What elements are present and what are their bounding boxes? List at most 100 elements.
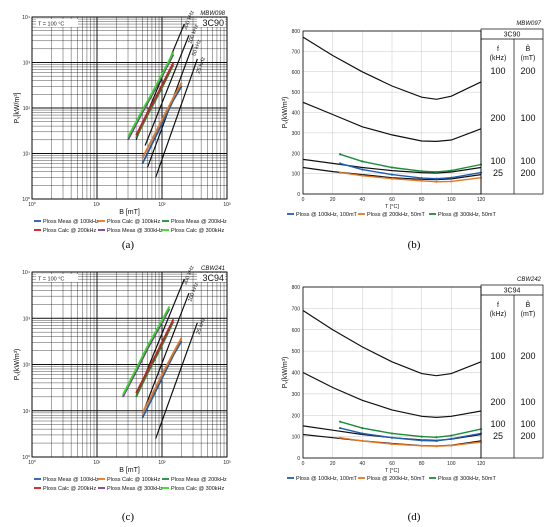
series-point — [420, 435, 423, 438]
x-tick-label: 10² — [158, 460, 166, 466]
legend-label: Ploss Calc @ 100kHz — [107, 219, 161, 225]
table-header-b: B̂ — [526, 301, 531, 309]
series-line — [135, 318, 175, 394]
y-tick-label: 100 — [292, 172, 301, 178]
x-tick-label: 10³ — [223, 460, 231, 466]
series-point — [450, 180, 453, 183]
series-point — [450, 434, 453, 437]
series-point — [338, 436, 342, 439]
x-tick-label: 100 — [447, 197, 456, 203]
legend-label: Ploss Calc @ 100kHz — [107, 477, 161, 483]
series-point — [435, 436, 438, 439]
series-line — [141, 337, 183, 414]
series-point — [435, 177, 438, 180]
y-axis-label: Pᵥ(kW/m³) — [282, 97, 289, 129]
x-tick-label: 10³ — [223, 202, 231, 208]
panel-code: MBW098 — [200, 11, 225, 17]
caption-b: (b) — [408, 239, 421, 251]
y-tick-label: 100 — [292, 435, 301, 441]
legend-label: Ploss @ 200kHz, 50mT — [367, 476, 425, 482]
series-point — [338, 420, 342, 423]
legend-label: Ploss Calc @ 300kHz — [171, 486, 225, 492]
table-cell-b: 200 — [520, 168, 535, 178]
table-cell-b: 100 — [520, 156, 535, 166]
temperature-label-bg — [36, 274, 78, 282]
series-point — [420, 177, 423, 180]
legend-label: Ploss Meas @ 100kHz — [43, 219, 99, 225]
x-tick-label: 120 — [477, 197, 486, 203]
table-cell-f: 200 — [490, 397, 505, 407]
series-point — [361, 426, 364, 430]
x-tick-label: 40 — [360, 197, 366, 203]
series-point — [435, 439, 438, 442]
series-point — [361, 168, 364, 171]
reference-curve — [302, 371, 482, 419]
reference-line-label: 25 kHz — [196, 56, 207, 74]
series-point — [361, 160, 364, 163]
y-tick-label: 10⁰ — [22, 455, 30, 461]
reference-line-label: 100 kHz — [187, 282, 200, 303]
series-point — [420, 170, 423, 173]
y-tick-label: 10⁴ — [22, 270, 30, 276]
series-point — [361, 432, 364, 435]
x-axis-label: B [mT] — [119, 467, 140, 474]
x-tick-label: 10² — [158, 202, 166, 208]
temperature-label-bg — [36, 19, 78, 27]
series-line — [141, 85, 183, 164]
table-cell-f: 200 — [490, 113, 505, 123]
y-tick-label: 0 — [297, 456, 300, 462]
grid — [31, 16, 228, 200]
table-header-f: f — [497, 46, 499, 53]
y-tick-label: 400 — [292, 371, 301, 377]
table-cell-b: 200 — [520, 66, 535, 76]
legend-label: Ploss @ 100kHz, 100mT — [296, 476, 358, 482]
y-tick-label: 10⁰ — [22, 197, 30, 203]
series-point — [361, 174, 364, 177]
caption-c: (c) — [122, 511, 135, 523]
y-tick-label: 500 — [292, 349, 301, 355]
table-header-f-unit: (kHz) — [490, 55, 507, 62]
series-point — [420, 179, 423, 182]
x-tick-label: 40 — [360, 461, 366, 467]
table-header-b: B̂ — [526, 45, 531, 53]
legend-label: Ploss Meas @ 100kHz — [43, 477, 99, 483]
material-label-bg — [197, 18, 225, 27]
x-axis-label: B [mT] — [119, 209, 140, 216]
series-point — [338, 171, 342, 174]
x-tick-label: 0 — [302, 197, 305, 203]
y-tick-label: 500 — [292, 90, 301, 96]
x-tick-label: 80 — [419, 197, 425, 203]
reference-line — [144, 34, 190, 146]
series-line — [141, 82, 183, 159]
caption-d: (d) — [408, 511, 421, 523]
legend-label: Ploss Calc @ 200kHz — [43, 228, 97, 234]
legend-label: Ploss @ 300kHz, 50mT — [438, 476, 496, 482]
table-cell-f: 100 — [490, 66, 505, 76]
chart-b: 0 20 40 60 80 100 120 0 100 200 300 400 500 600 700 800… — [282, 21, 544, 218]
series-line — [135, 62, 175, 136]
table-material: 3C94 — [504, 288, 521, 295]
legend-label: Ploss @ 200kHz, 50mT — [367, 212, 425, 218]
y-tick-label: 800 — [292, 29, 301, 35]
x-tick-label: 10¹ — [93, 202, 101, 208]
plot-frame — [31, 16, 228, 200]
series-line — [135, 64, 175, 139]
table-cell-f: 100 — [490, 351, 505, 361]
legend-label: Ploss Meas @ 300kHz — [107, 228, 163, 234]
y-tick-label: 10² — [23, 363, 31, 369]
table-material: 3C90 — [504, 32, 521, 39]
table-header-b-unit: (mT) — [521, 311, 536, 318]
series-point — [390, 177, 394, 180]
table-header-f: f — [497, 302, 499, 309]
reference-line — [155, 322, 198, 439]
temperature-label: T = 100 °C — [38, 22, 64, 28]
caption-a: (a) — [122, 239, 135, 251]
series-point — [390, 443, 394, 446]
y-tick-label: 10³ — [23, 61, 31, 67]
legend-label: Ploss @ 300kHz, 50mT — [438, 212, 496, 218]
series-line — [135, 321, 175, 398]
legend-label: Ploss Calc @ 200kHz — [43, 486, 97, 492]
series-point — [450, 444, 453, 447]
chart-a: 10⁰ 10¹ 10² 10³ 10⁰ 10¹ 10² 10³ 10⁴ B [mT] Pᵥ[kW/m… — [14, 10, 231, 234]
x-tick-label: 10⁰ — [28, 460, 36, 466]
